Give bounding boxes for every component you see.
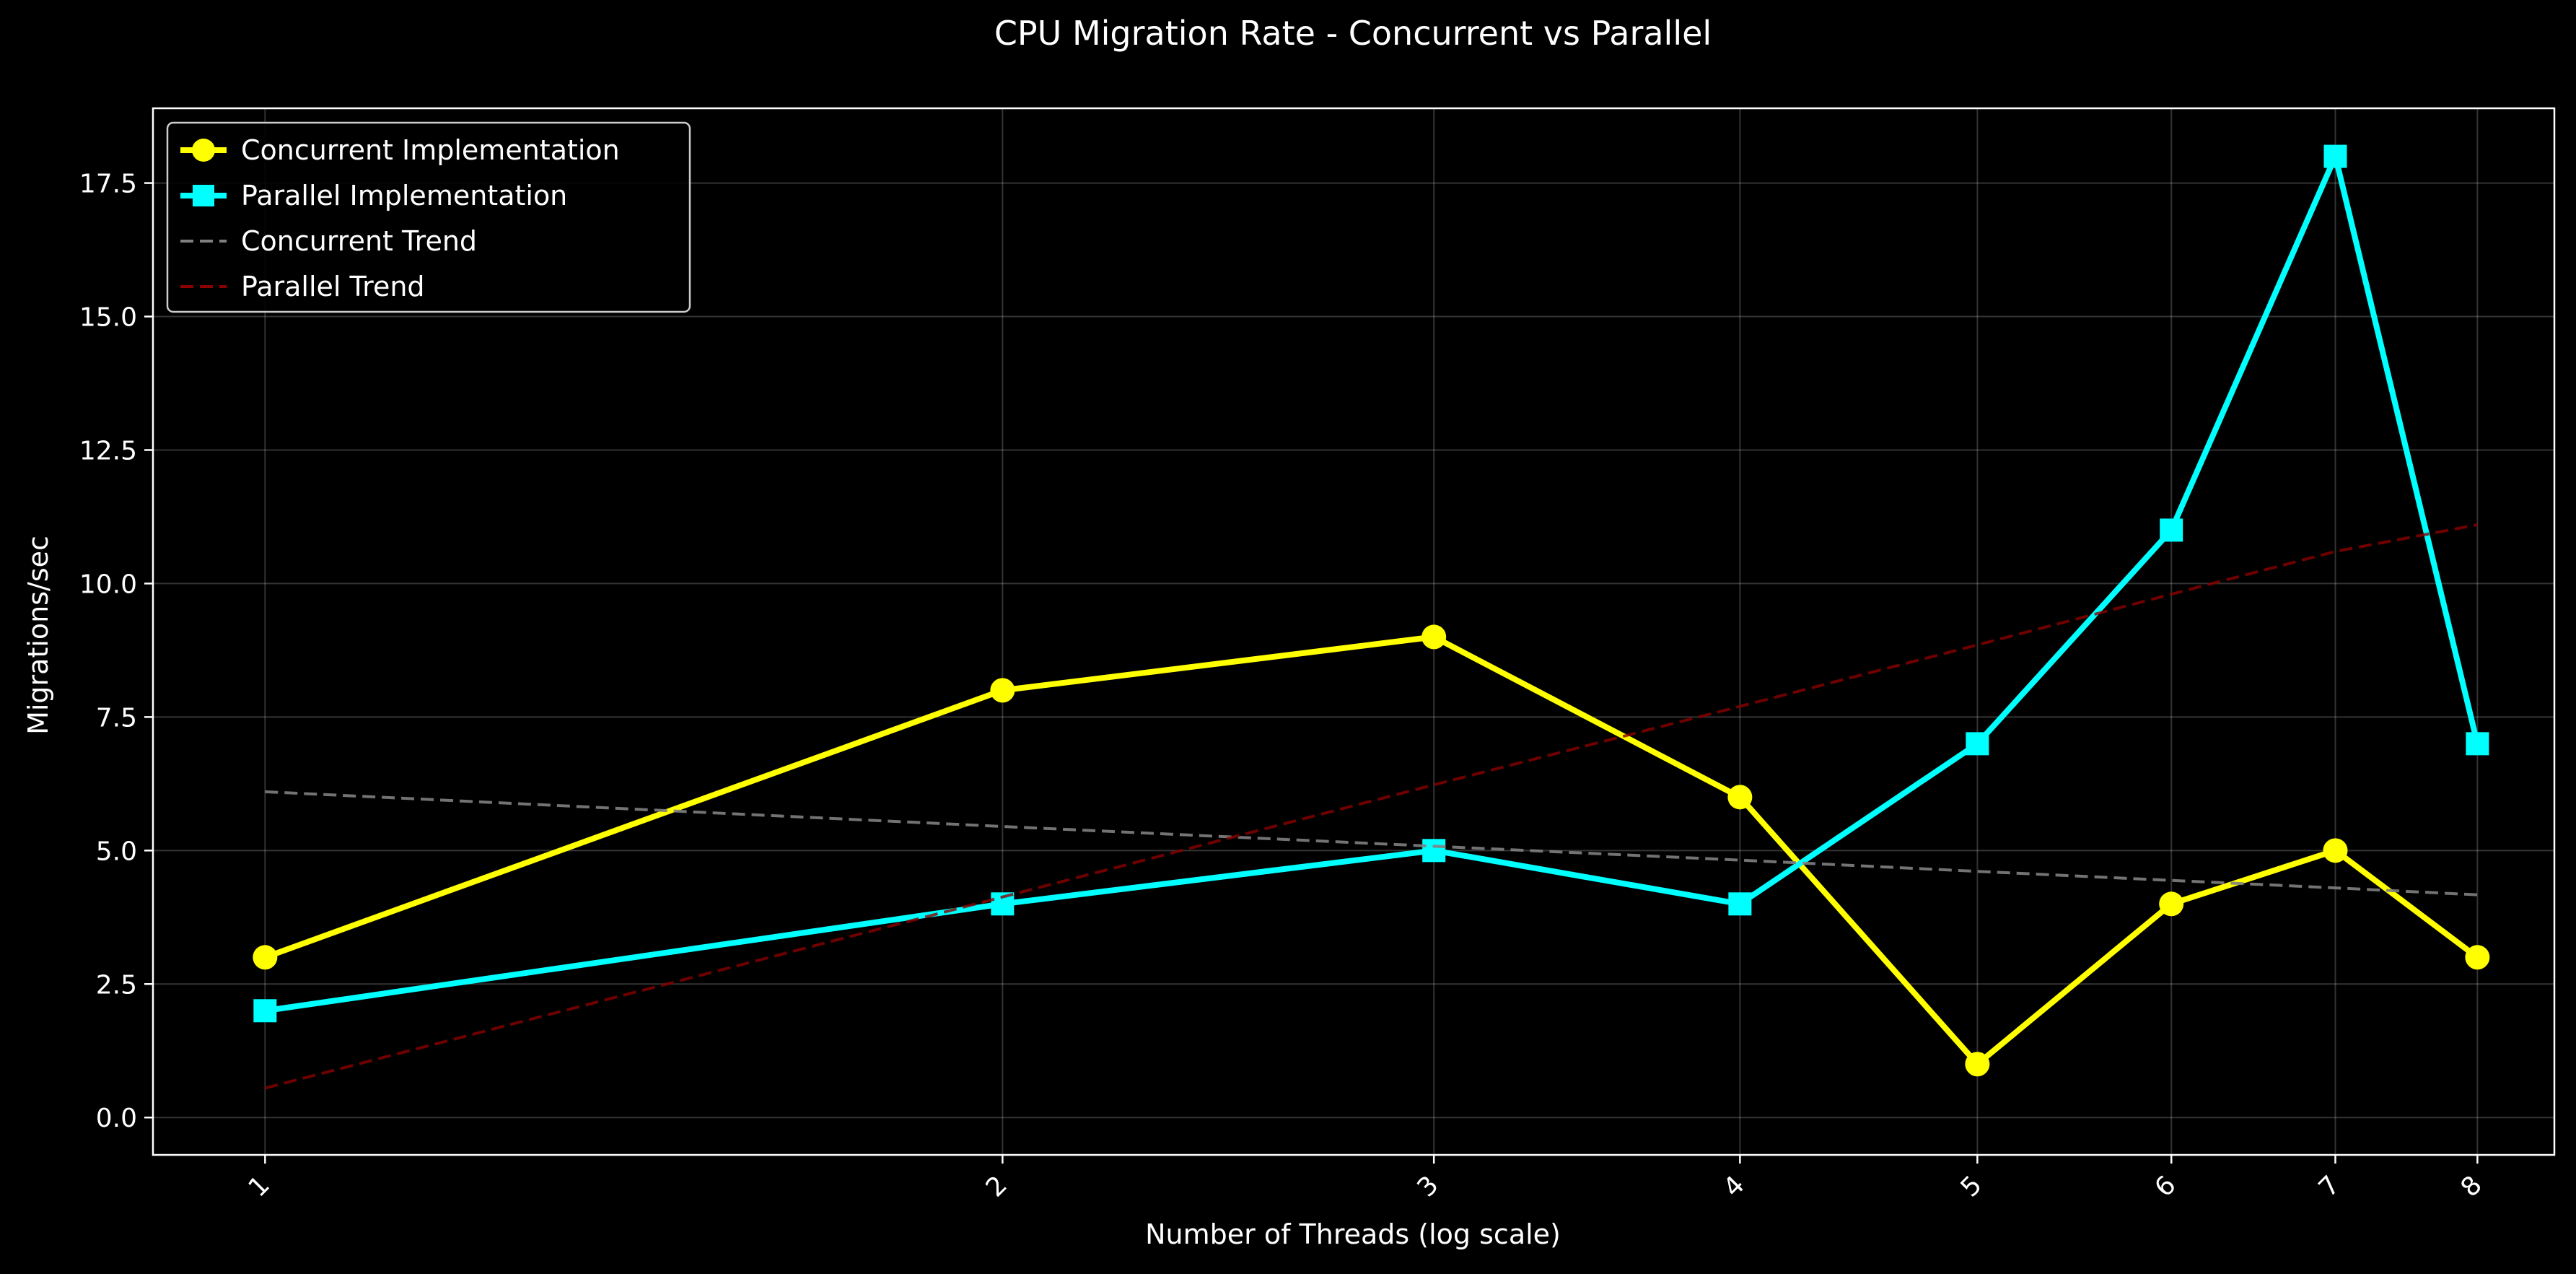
data-point bbox=[2160, 518, 2183, 542]
legend-marker bbox=[193, 185, 214, 206]
data-point bbox=[990, 678, 1015, 703]
data-point bbox=[2323, 838, 2348, 863]
data-point bbox=[253, 945, 278, 970]
y-tick-label: 5.0 bbox=[96, 837, 137, 866]
x-tick-label: 4 bbox=[1718, 1170, 1751, 1203]
chart-title: CPU Migration Rate - Concurrent vs Paral… bbox=[994, 14, 1712, 53]
data-point bbox=[2465, 945, 2490, 970]
x-tick-label: 5 bbox=[1955, 1170, 1988, 1203]
legend-marker bbox=[192, 139, 215, 162]
plot-frame bbox=[152, 107, 2556, 1156]
y-tick-label: 0.0 bbox=[96, 1104, 137, 1133]
y-axis-title: Migrations/sec bbox=[22, 536, 54, 735]
series-group bbox=[265, 790, 2478, 896]
legend-label: Concurrent Implementation bbox=[241, 134, 620, 166]
series-line bbox=[263, 634, 2479, 1068]
data-point bbox=[2466, 732, 2489, 756]
data-point bbox=[2159, 891, 2184, 917]
data-point bbox=[1966, 732, 1989, 756]
data-point bbox=[1728, 892, 1752, 916]
series-group bbox=[264, 523, 2478, 1090]
legend-label: Parallel Implementation bbox=[241, 180, 567, 211]
x-axis-title: Number of Threads (log scale) bbox=[1145, 1218, 1561, 1250]
plot-series bbox=[253, 144, 2490, 1090]
data-point bbox=[1422, 839, 1446, 863]
y-tick-label: 7.5 bbox=[96, 703, 137, 733]
data-point bbox=[1727, 785, 1753, 810]
data-point bbox=[2323, 144, 2347, 168]
series-line bbox=[264, 153, 2481, 1014]
y-tick-label: 12.5 bbox=[79, 436, 137, 466]
trend-line bbox=[265, 790, 2478, 896]
x-tick-label: 8 bbox=[2455, 1170, 2488, 1203]
legend-label: Parallel Trend bbox=[241, 271, 425, 302]
series-group bbox=[253, 624, 2490, 1077]
x-tick-label: 1 bbox=[243, 1170, 276, 1203]
x-tick-label: 7 bbox=[2313, 1170, 2346, 1203]
series-group bbox=[253, 144, 2489, 1023]
x-tick-label: 2 bbox=[981, 1170, 1013, 1203]
x-tick-label: 3 bbox=[1411, 1170, 1444, 1203]
y-tick-label: 17.5 bbox=[79, 170, 137, 199]
trend-line bbox=[264, 523, 2478, 1090]
data-point bbox=[1965, 1052, 1990, 1077]
y-tick-label: 10.0 bbox=[79, 570, 137, 599]
data-point bbox=[1421, 624, 1447, 650]
legend-box bbox=[166, 121, 691, 313]
y-tick-label: 2.5 bbox=[96, 970, 137, 1000]
data-point bbox=[253, 999, 277, 1023]
legend-label: Concurrent Trend bbox=[241, 225, 477, 257]
x-tick-label: 6 bbox=[2149, 1170, 2181, 1203]
legend: Concurrent Implementation Parallel Implem… bbox=[166, 121, 691, 313]
y-tick-label: 15.0 bbox=[79, 303, 137, 333]
